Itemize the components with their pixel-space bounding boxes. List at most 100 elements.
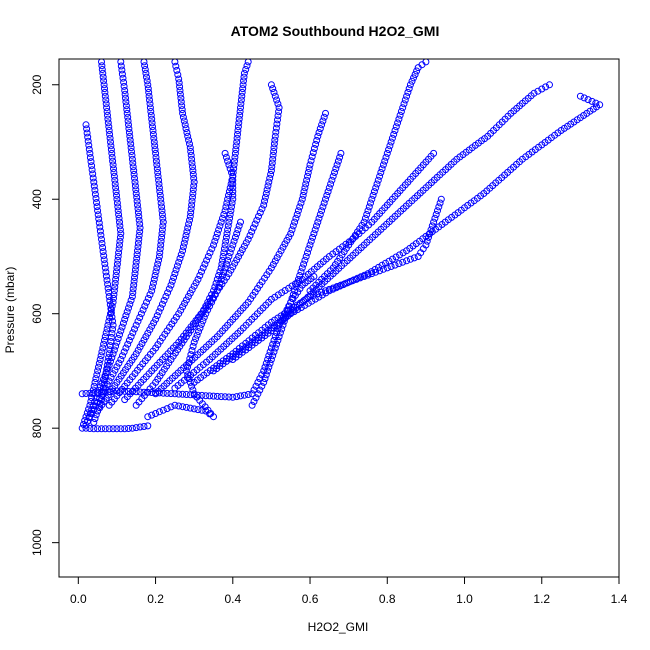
data-point xyxy=(113,195,121,203)
data-point xyxy=(584,96,592,104)
data-point xyxy=(289,291,297,299)
data-point xyxy=(136,228,144,236)
data-point xyxy=(213,275,221,283)
data-point xyxy=(190,178,198,186)
data-point xyxy=(144,329,152,337)
data-point xyxy=(119,352,126,360)
data-point xyxy=(122,312,130,320)
data-point xyxy=(322,195,329,203)
data-point xyxy=(190,338,198,346)
data-point xyxy=(146,326,154,334)
data-point xyxy=(277,317,285,325)
data-point xyxy=(196,324,204,332)
data-point xyxy=(109,161,117,169)
data-point xyxy=(177,94,185,102)
data-point xyxy=(135,232,143,239)
data-point xyxy=(289,222,297,230)
data-point xyxy=(307,157,315,165)
y-axis: 200 400 600 800 1000 xyxy=(30,74,60,556)
data-point xyxy=(293,279,301,287)
data-point xyxy=(94,367,102,375)
data-point xyxy=(156,337,164,345)
data-point xyxy=(97,352,105,360)
data-point xyxy=(189,342,197,350)
data-point xyxy=(269,151,277,159)
data-point xyxy=(313,136,321,144)
data-point xyxy=(206,249,214,257)
data-point xyxy=(128,293,136,300)
data-point xyxy=(391,261,399,269)
data-point xyxy=(221,149,229,157)
data-point xyxy=(132,388,140,396)
data-point xyxy=(156,191,164,199)
data-point xyxy=(127,333,135,341)
data-point xyxy=(144,422,152,430)
data-point xyxy=(144,413,152,421)
data-point xyxy=(215,226,223,234)
data-point xyxy=(204,306,212,314)
data-point xyxy=(430,149,438,157)
data-point xyxy=(381,157,389,165)
data-point xyxy=(230,237,238,245)
data-point xyxy=(235,115,243,123)
data-point xyxy=(225,218,233,226)
data-point xyxy=(135,235,143,243)
data-point xyxy=(319,203,327,211)
data-point xyxy=(260,201,268,209)
data-point xyxy=(109,425,117,433)
data-point xyxy=(279,321,287,329)
data-point xyxy=(179,247,187,255)
data-point xyxy=(432,211,440,218)
data-point xyxy=(173,262,181,270)
data-point xyxy=(101,85,108,93)
data-point xyxy=(171,401,179,409)
data-point xyxy=(195,328,202,336)
data-point xyxy=(242,239,250,247)
data-point xyxy=(91,378,99,386)
data-point xyxy=(131,270,139,278)
data-point xyxy=(127,144,135,152)
data-point xyxy=(156,245,164,253)
data-point xyxy=(181,299,188,307)
data-point xyxy=(172,62,180,70)
data-point xyxy=(229,191,237,199)
data-point xyxy=(333,161,341,169)
data-point xyxy=(202,302,210,310)
data-point xyxy=(306,241,314,249)
data-point xyxy=(306,161,314,169)
data-point xyxy=(183,129,191,136)
data-point xyxy=(86,154,94,161)
data-point xyxy=(233,134,241,142)
data-point xyxy=(156,249,164,257)
data-point xyxy=(117,387,125,395)
data-point xyxy=(147,111,155,119)
data-point xyxy=(98,348,106,356)
data-point xyxy=(229,195,237,203)
data-point xyxy=(149,123,156,131)
data-point xyxy=(150,275,158,283)
data-point xyxy=(310,230,318,238)
data-point xyxy=(136,388,144,396)
series-13 xyxy=(82,121,117,426)
data-point xyxy=(231,259,239,267)
data-point xyxy=(387,138,395,146)
data-point xyxy=(357,273,365,281)
data-point xyxy=(109,317,116,325)
data-point xyxy=(134,243,142,251)
data-point xyxy=(151,146,159,154)
data-point xyxy=(126,132,134,140)
data-point xyxy=(291,218,299,226)
data-point xyxy=(258,278,266,286)
data-point xyxy=(188,201,196,209)
data-point xyxy=(78,390,86,398)
data-point xyxy=(220,245,228,253)
data-point xyxy=(110,294,117,302)
data-point xyxy=(163,327,171,335)
data-point xyxy=(171,390,179,398)
data-point xyxy=(151,142,159,150)
data-point xyxy=(135,216,143,224)
x-tick-label: 0.8 xyxy=(379,592,396,606)
y-tick-label: 800 xyxy=(30,418,44,438)
data-point xyxy=(117,62,125,70)
data-point xyxy=(152,410,160,417)
